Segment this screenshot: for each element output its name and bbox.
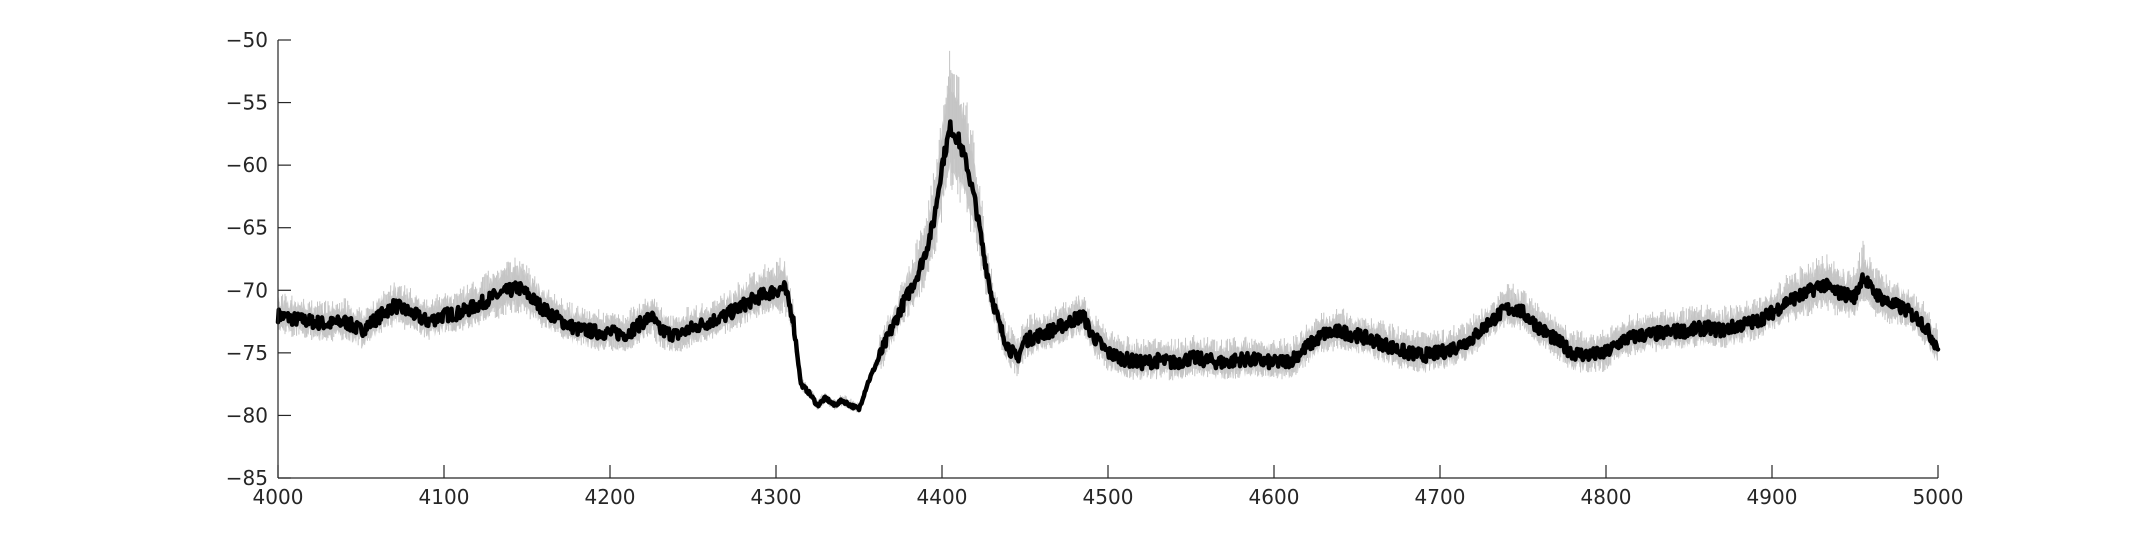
x-tick-label: 4300 bbox=[751, 485, 802, 509]
x-tick-label: 4600 bbox=[1249, 485, 1300, 509]
y-tick-label: −60 bbox=[226, 153, 268, 177]
x-tick-label: 4900 bbox=[1747, 485, 1798, 509]
y-tick-label: −65 bbox=[226, 216, 268, 240]
y-tick-label: −85 bbox=[226, 466, 268, 490]
y-tick-label: −80 bbox=[226, 403, 268, 427]
x-tick-label: 4100 bbox=[419, 485, 470, 509]
x-tick-label: 4500 bbox=[1083, 485, 1134, 509]
y-tick-label: −55 bbox=[226, 91, 268, 115]
x-tick-label: 4200 bbox=[585, 485, 636, 509]
x-tick-label: 5000 bbox=[1913, 485, 1964, 509]
mean-series-line bbox=[275, 119, 1941, 413]
plot-area bbox=[275, 50, 1941, 414]
x-tick-label: 4000 bbox=[253, 485, 304, 509]
x-tick-label: 4800 bbox=[1581, 485, 1632, 509]
y-tick-label: −75 bbox=[226, 341, 268, 365]
x-tick-label: 4700 bbox=[1415, 485, 1466, 509]
x-tick-label: 4400 bbox=[917, 485, 968, 509]
y-tick-label: −50 bbox=[226, 28, 268, 52]
y-tick-label: −70 bbox=[226, 278, 268, 302]
axes: 4000 4100 4200 4300 4400 4500 4600 4700 4800 4900… bbox=[226, 28, 1964, 509]
